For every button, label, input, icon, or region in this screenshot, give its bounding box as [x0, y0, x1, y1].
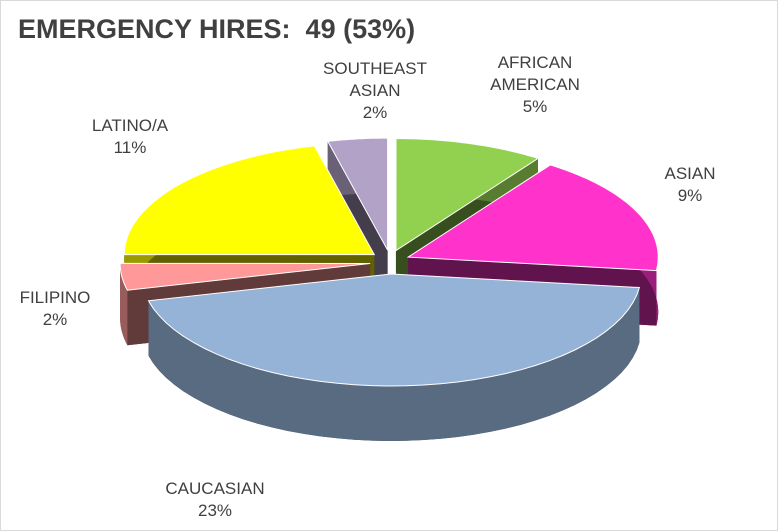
data-label: AFRICAN AMERICAN 5% — [475, 52, 595, 118]
data-label: SOUTHEAST ASIAN 2% — [305, 58, 445, 124]
value-label: 5% — [522, 97, 548, 116]
slice-wall — [148, 287, 640, 441]
data-label: CAUCASIAN 23% — [150, 478, 280, 522]
value-label: 23% — [197, 501, 233, 520]
data-label: FILIPINO 2% — [0, 287, 110, 331]
slice-top — [406, 164, 659, 272]
data-label: ASIAN 9% — [645, 163, 735, 207]
category-label: SOUTHEAST ASIAN — [323, 59, 427, 100]
chart-title: EMERGENCY HIRES: 49 (53%) — [18, 14, 416, 44]
value-label: 9% — [677, 186, 703, 205]
slice-top — [147, 273, 641, 387]
slice-wall — [120, 263, 128, 346]
value-label: 11% — [113, 138, 147, 157]
value-label: 2% — [42, 310, 68, 329]
category-label: AFRICAN AMERICAN — [490, 53, 580, 94]
category-label: FILIPINO — [19, 288, 91, 307]
slice-top — [395, 137, 540, 252]
value-label: 2% — [362, 103, 388, 122]
slice-top — [326, 137, 389, 251]
slice — [147, 273, 641, 441]
slice-top — [119, 262, 371, 291]
slice-top — [123, 145, 376, 256]
data-label: LATINO/A 11% — [65, 115, 195, 159]
category-label: ASIAN — [664, 164, 716, 183]
category-label: LATINO/A — [91, 116, 169, 135]
category-label: CAUCASIAN — [165, 479, 265, 498]
